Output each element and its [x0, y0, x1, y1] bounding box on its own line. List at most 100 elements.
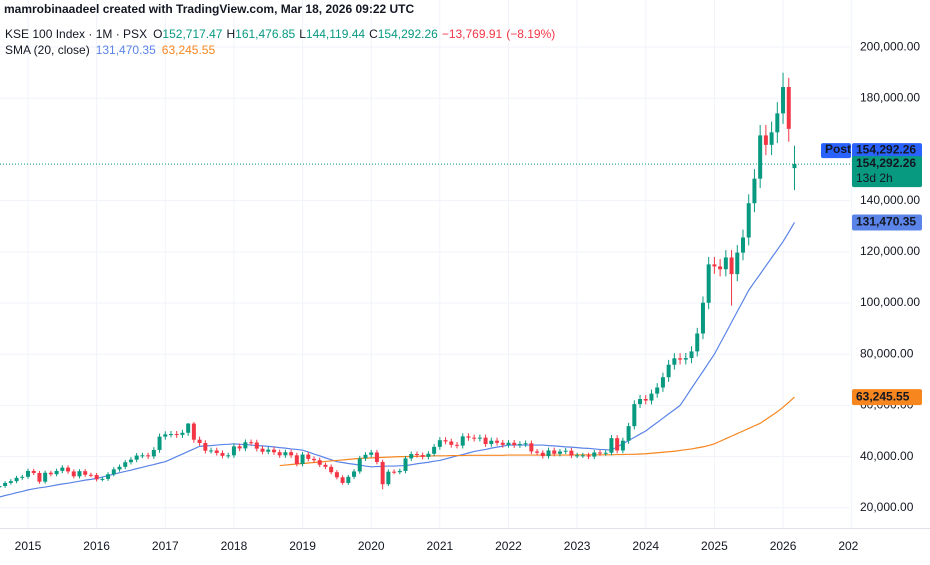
candle-body — [603, 452, 608, 454]
indicator-name: SMA (20, close) — [5, 43, 90, 57]
indicator-line: SMA (20, close) 131,470.35 63,245.55 — [5, 43, 215, 57]
candle-body — [111, 469, 116, 475]
candle-body — [26, 470, 30, 477]
candle-body — [706, 264, 711, 303]
candle-body — [334, 472, 339, 478]
candle-body — [306, 454, 311, 459]
candle-body — [443, 440, 448, 442]
last-price-tag-bg — [852, 156, 922, 188]
candle-body — [66, 467, 71, 472]
candle-body — [0, 486, 2, 488]
candle-body — [317, 460, 322, 465]
candle-body — [134, 455, 139, 460]
candle-body — [289, 452, 294, 456]
candle-body — [449, 441, 454, 445]
candle-body — [466, 436, 471, 438]
x-tick-label: 2018 — [221, 539, 248, 553]
candle-body — [117, 466, 122, 470]
candle-body — [729, 257, 734, 275]
candle-body — [535, 451, 540, 453]
candle-body — [220, 453, 225, 456]
candle-body — [643, 399, 648, 401]
candle-body — [157, 436, 162, 450]
candle-body — [163, 434, 168, 437]
candle-body — [186, 423, 191, 433]
candle-body — [512, 442, 517, 446]
candle-body — [151, 449, 156, 457]
candle-body — [48, 472, 53, 475]
candle-body — [432, 446, 437, 454]
candle-body — [489, 440, 494, 445]
candle-body — [414, 454, 419, 456]
sma-price-tag-bg — [852, 389, 922, 406]
candle-body — [477, 437, 482, 439]
candle-body — [735, 252, 740, 275]
candle-body — [723, 257, 728, 270]
candle-body — [552, 450, 557, 454]
candle-body — [369, 452, 374, 455]
candle-body — [37, 472, 42, 482]
candle-body — [746, 203, 751, 238]
candle-body — [586, 455, 591, 457]
x-tick-label: 2017 — [152, 539, 179, 553]
y-tick-label: 80,000.00 — [860, 346, 914, 360]
y-tick-label: 120,000.00 — [860, 244, 920, 258]
post-label: Post — [825, 142, 851, 156]
candle-body — [20, 476, 25, 478]
candle-body — [140, 455, 145, 457]
candle-body — [357, 458, 362, 472]
candle-body — [83, 471, 88, 475]
candle-body — [277, 452, 282, 456]
post-price-tag-bg — [852, 143, 922, 159]
candle-body — [523, 443, 528, 445]
candle-body — [426, 453, 431, 457]
candle-body — [683, 358, 688, 360]
candle-body — [672, 358, 677, 365]
candle-body — [609, 438, 614, 453]
candle-body — [346, 476, 351, 483]
change-percent: (−8.19%) — [506, 27, 555, 41]
candle-body — [529, 443, 534, 452]
y-tick-label: 140,000.00 — [860, 193, 920, 207]
x-tick-label: 2027 — [838, 539, 865, 553]
candle-body — [294, 455, 299, 465]
candle-body — [409, 454, 414, 459]
sma-line — [0, 222, 795, 498]
candle-body — [546, 450, 551, 457]
candle-body — [769, 132, 774, 145]
ohlc-key: H — [226, 27, 235, 41]
candle-body — [403, 458, 408, 471]
change-value: −13,769.91 — [442, 27, 503, 41]
candle-body — [420, 455, 425, 457]
candle-body — [203, 443, 208, 451]
candle-body — [540, 452, 545, 457]
candle-body — [249, 442, 254, 444]
candle-body — [472, 437, 477, 439]
candle-body — [231, 446, 236, 456]
candle-body — [14, 477, 19, 482]
candle-body — [100, 478, 105, 480]
last-price-tag: 154,292.26 — [856, 156, 916, 170]
ohlc-key: O — [153, 27, 162, 41]
x-tick-label: 2023 — [564, 539, 591, 553]
candle-body — [254, 442, 259, 449]
candle-body — [226, 455, 231, 457]
y-tick-label: 100,000.00 — [860, 295, 920, 309]
x-tick-label: 2021 — [426, 539, 453, 553]
candle-body — [592, 452, 597, 457]
candle-body — [271, 449, 276, 453]
candle-body — [197, 439, 202, 444]
attribution: mamrobinaadeel created with TradingView.… — [4, 2, 414, 16]
candle-body — [60, 467, 65, 471]
candle-body — [94, 475, 99, 480]
ohlc-value: 152,717.47 — [162, 27, 222, 41]
candle-body — [397, 470, 402, 473]
candle-body — [775, 113, 780, 133]
sma-price-tag: 131,470.35 — [856, 215, 916, 229]
candle-body — [495, 440, 500, 443]
symbol: KSE 100 Index · 1M · PSX — [5, 27, 147, 41]
candle-body — [786, 87, 791, 129]
candle-body — [266, 449, 271, 452]
y-tick-label: 200,000.00 — [860, 39, 920, 53]
